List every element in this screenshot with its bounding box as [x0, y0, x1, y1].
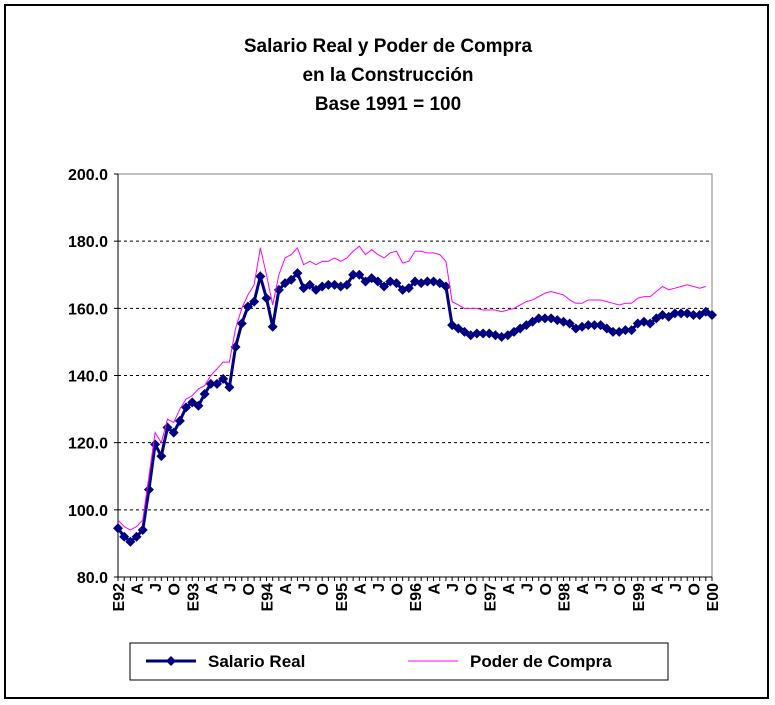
x-tick-label: A	[204, 583, 221, 595]
x-tick-label: J	[445, 583, 462, 592]
data-point	[620, 325, 631, 336]
data-point	[156, 451, 167, 462]
y-tick-label: 140.0	[68, 369, 108, 386]
x-tick-label: J	[222, 583, 239, 592]
data-point	[354, 269, 365, 280]
data-point	[119, 531, 130, 542]
x-tick-label: O	[612, 583, 629, 595]
data-point	[261, 293, 272, 304]
chart-title: en la Construcción	[302, 65, 473, 86]
legend-label: Poder de Compra	[470, 652, 612, 671]
y-tick-label: 80.0	[77, 570, 108, 587]
data-point	[242, 301, 253, 312]
x-tick-label: O	[686, 583, 703, 595]
data-point	[626, 325, 637, 336]
data-point	[478, 328, 489, 339]
data-point	[440, 281, 451, 292]
data-point	[391, 278, 402, 289]
data-point	[125, 536, 136, 547]
x-tick-label: E97	[482, 583, 499, 612]
x-tick-label: J	[594, 583, 611, 592]
data-point	[372, 276, 383, 287]
y-tick-label: 120.0	[68, 436, 108, 453]
x-tick-label: E92	[111, 583, 128, 612]
data-point	[422, 276, 433, 287]
data-point	[218, 373, 229, 384]
x-tick-label: J	[371, 583, 388, 592]
x-tick-label: A	[501, 583, 518, 595]
data-point	[403, 283, 414, 294]
data-point	[212, 378, 222, 389]
data-point	[341, 279, 352, 290]
y-tick-label: 160.0	[68, 301, 108, 318]
data-point	[304, 279, 315, 290]
data-point	[168, 427, 179, 438]
data-point	[676, 308, 687, 319]
data-point	[669, 308, 680, 319]
legend-label: Salario Real	[208, 652, 305, 671]
data-point	[236, 318, 247, 329]
x-tick-label: E95	[334, 583, 351, 612]
data-point	[267, 321, 278, 332]
data-point	[286, 274, 297, 285]
y-tick-label: 180.0	[68, 234, 108, 251]
x-tick-label: E93	[185, 583, 202, 612]
data-point	[323, 279, 334, 290]
data-point	[583, 320, 594, 331]
data-point	[348, 269, 359, 280]
data-point	[193, 400, 204, 411]
chart-title: Base 1991 = 100	[315, 94, 461, 115]
x-tick-label: A	[575, 583, 592, 595]
data-point	[113, 523, 123, 534]
data-point	[645, 318, 656, 329]
x-tick-label: A	[130, 583, 147, 595]
data-point	[688, 310, 699, 321]
data-point	[199, 388, 210, 399]
x-tick-label: J	[519, 583, 536, 592]
x-tick-label: A	[427, 583, 444, 595]
data-point	[608, 326, 618, 337]
data-point	[137, 524, 148, 535]
chart-title: Salario Real y Poder de Compra	[244, 36, 533, 57]
legend	[129, 642, 669, 681]
x-tick-label: A	[278, 583, 295, 595]
data-point	[174, 415, 185, 426]
data-point	[205, 378, 216, 389]
data-point	[533, 313, 544, 324]
data-point	[255, 271, 266, 282]
data-point	[224, 382, 235, 393]
x-tick-label: E98	[557, 583, 574, 612]
x-tick-label: O	[389, 583, 406, 595]
x-tick-label: O	[315, 583, 332, 595]
y-tick-label: 200.0	[68, 167, 108, 184]
x-tick-label: J	[148, 583, 165, 592]
x-tick-label: J	[668, 583, 685, 592]
x-tick-label: E99	[631, 583, 648, 612]
data-point	[379, 281, 390, 292]
data-point	[249, 296, 260, 307]
data-point	[539, 313, 550, 324]
x-tick-label: J	[297, 583, 314, 592]
x-tick-label: O	[241, 583, 258, 595]
x-tick-label: A	[352, 583, 369, 595]
data-point	[589, 320, 600, 331]
data-point	[707, 310, 717, 321]
data-point	[564, 318, 575, 329]
series-line	[117, 245, 706, 531]
y-tick-label: 100.0	[68, 503, 108, 520]
x-tick-label: A	[649, 583, 666, 595]
data-point	[471, 328, 482, 339]
x-tick-label: E94	[260, 583, 277, 612]
legend-marker	[166, 656, 176, 666]
x-tick-label: O	[464, 583, 481, 595]
data-point	[292, 268, 303, 279]
data-point	[131, 531, 142, 542]
x-tick-label: E00	[705, 583, 722, 612]
x-tick-label: E96	[408, 583, 425, 612]
data-point	[181, 402, 192, 413]
x-tick-label: O	[167, 583, 184, 595]
x-tick-label: O	[538, 583, 555, 595]
